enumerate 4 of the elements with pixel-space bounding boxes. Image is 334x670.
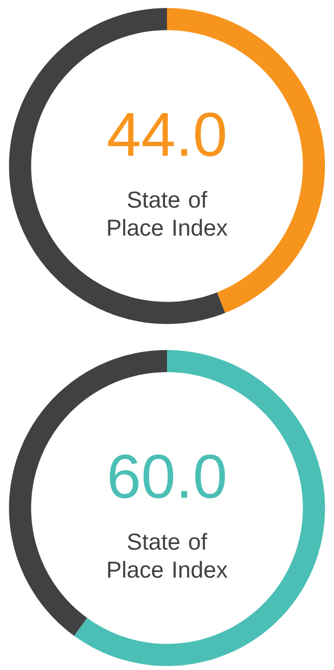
data-label: 44.0	[108, 112, 225, 156]
text: State of Place Index	[108, 190, 228, 236]
text: State of Place Index	[108, 532, 228, 578]
data-label: 60.0	[110, 454, 225, 498]
